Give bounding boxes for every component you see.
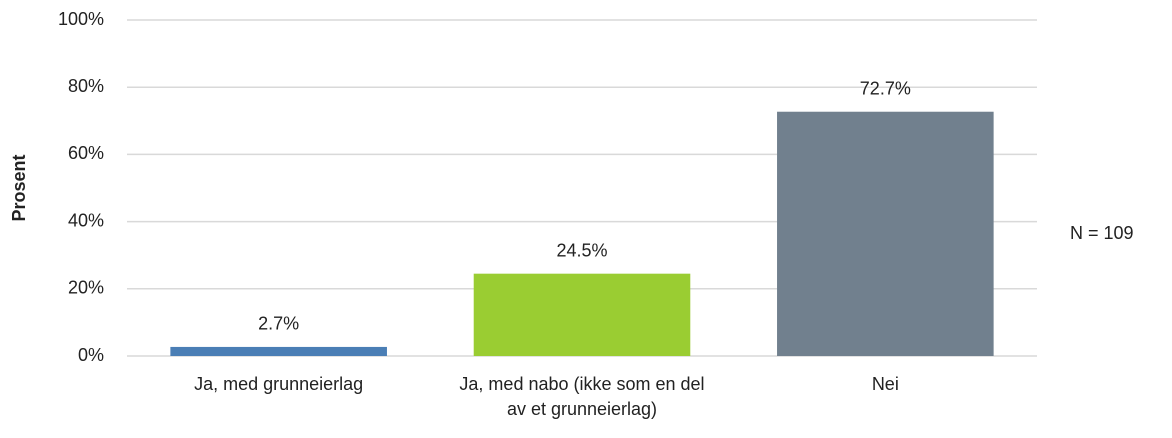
value-label: 72.7% [860,78,911,98]
y-tick-label: 80% [68,76,104,96]
bar [473,273,691,356]
value-label: 24.5% [556,240,607,260]
bar [170,346,387,356]
y-tick-label: 60% [68,143,104,163]
value-label: 2.7% [258,314,299,334]
y-tick-label: 20% [68,278,104,298]
y-tick-label: 100% [58,9,104,29]
x-tick-label: Ja, med nabo (ikke som en del av et grun… [459,374,705,420]
y-axis-label: Prosent [9,154,29,221]
y-tick-label: 40% [68,210,104,230]
x-tick-label: Ja, med grunneierlag [194,374,364,394]
bar [777,111,994,356]
y-tick-label: 0% [78,345,104,365]
x-tick-label: Nei [871,374,899,394]
annotation: N = 109 [1070,223,1134,243]
